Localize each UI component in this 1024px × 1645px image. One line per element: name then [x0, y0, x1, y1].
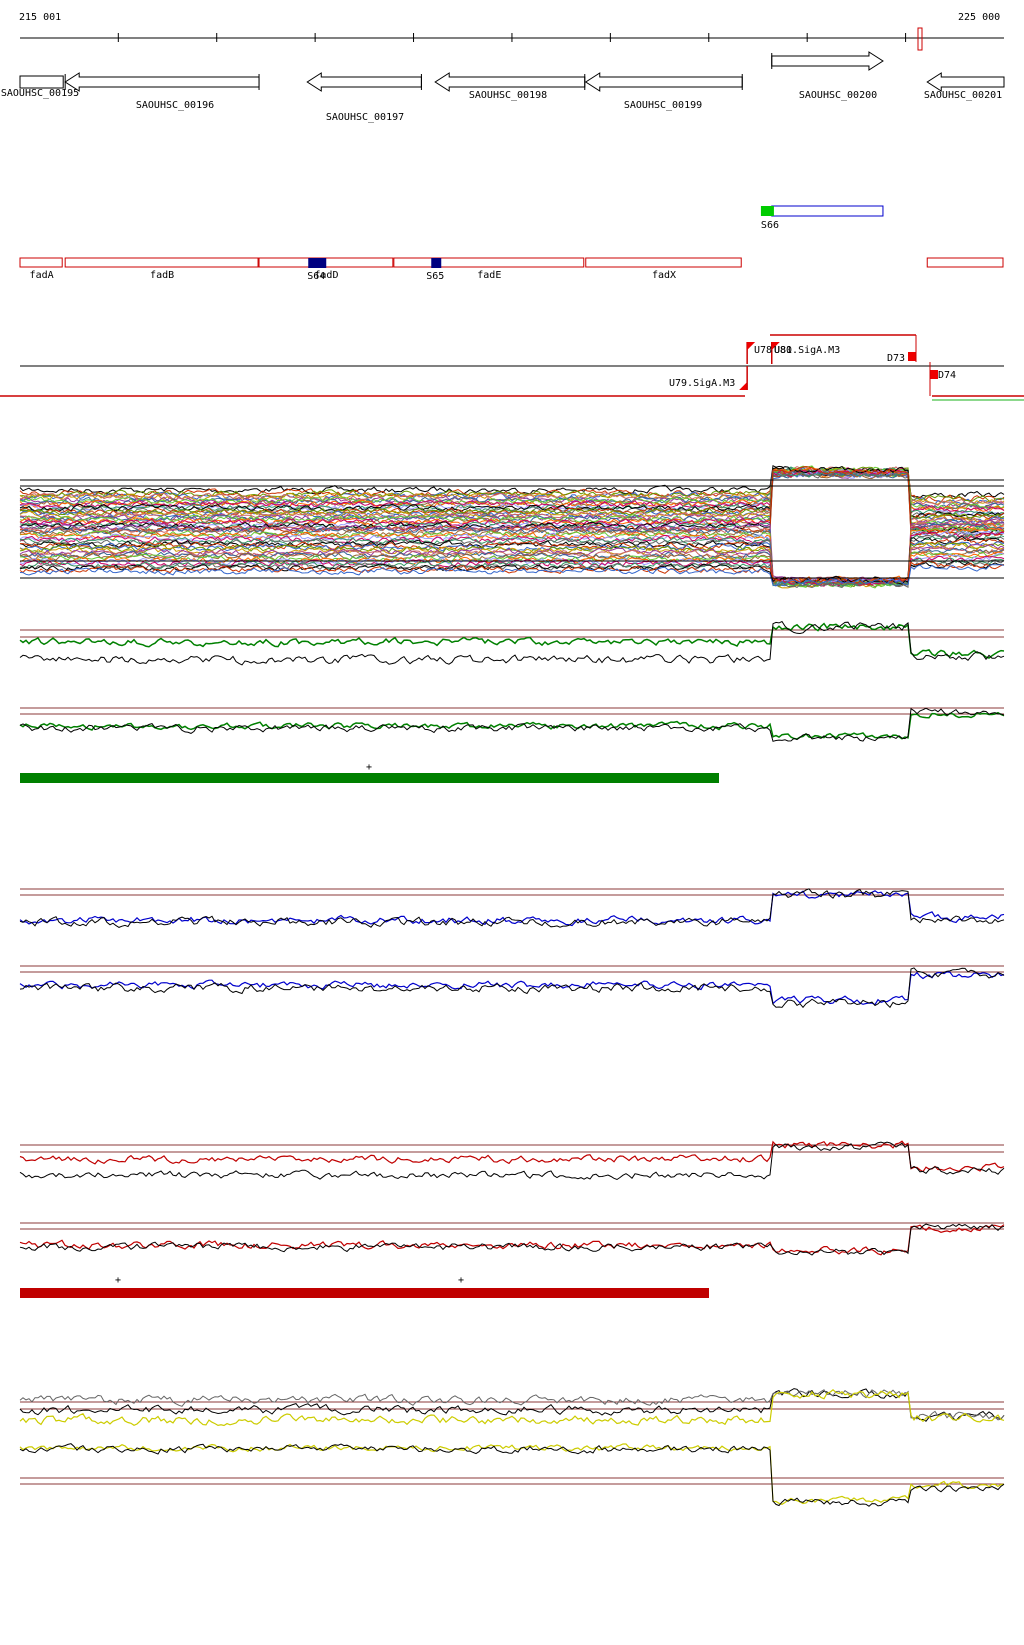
- yellow-trace: [19, 1443, 1005, 1505]
- blue-control-trace: [19, 967, 1005, 1009]
- operon-box[interactable]: [64, 257, 259, 268]
- red-trace: [19, 1140, 1005, 1173]
- gene-arrow[interactable]: [434, 72, 586, 92]
- promoter-u80-flag[interactable]: [771, 342, 780, 350]
- gene-label: SAOUHSC_00197: [326, 112, 404, 123]
- segment-label: S64: [307, 271, 325, 282]
- cluster-trace: [19, 466, 1005, 535]
- operon-box[interactable]: [926, 257, 1004, 268]
- yellow-control-trace: [19, 1443, 1005, 1507]
- gene-arrow[interactable]: [926, 72, 1005, 92]
- green-trace: [19, 711, 1005, 740]
- operon-label: fadE: [477, 270, 501, 281]
- red-trace: [19, 1224, 1005, 1256]
- segment-label: S66: [761, 220, 779, 231]
- red-plus-marker: +: [458, 1275, 464, 1286]
- ruler-end-label: 225 000: [958, 12, 1001, 23]
- cluster-trace: [19, 549, 1005, 586]
- operon-label: fadA: [30, 270, 54, 281]
- operon-box[interactable]: [585, 257, 742, 268]
- promoter-label: D73: [887, 353, 905, 364]
- gene-arrow[interactable]: [584, 72, 743, 92]
- segment-block[interactable]: [308, 258, 327, 268]
- operon-box[interactable]: [19, 257, 63, 268]
- terminator-d73[interactable]: [908, 352, 916, 361]
- red-plus-marker: +: [115, 1275, 121, 1286]
- cluster-trace: [19, 535, 1005, 585]
- red-control-trace: [19, 1141, 1005, 1181]
- promoter-label: U80: [774, 345, 792, 356]
- green-control-trace: [19, 707, 1005, 742]
- green-plus-marker: +: [366, 762, 372, 773]
- ruler-start-label: 215 001: [19, 12, 62, 23]
- blue-control-trace: [19, 888, 1005, 928]
- gene-label: SAOUHSC_00201: [924, 90, 1002, 101]
- promoter-label: U79.SigA.M3: [669, 378, 735, 389]
- promoter-label: U81.SigA.M3: [774, 345, 840, 356]
- promoter-u78-flag[interactable]: [747, 342, 756, 350]
- gene-arrow[interactable]: [19, 75, 64, 89]
- yellow-control-trace: [19, 1389, 1005, 1421]
- green-coverage-bar[interactable]: [20, 773, 719, 783]
- operon-label: fadX: [652, 270, 676, 281]
- cluster-trace: [19, 471, 1004, 528]
- terminator-d74[interactable]: [930, 370, 938, 379]
- gene-label: SAOUHSC_00199: [624, 100, 702, 111]
- operon-label: fadB: [150, 270, 174, 281]
- segment-block[interactable]: [431, 258, 442, 268]
- gene-label: SAOUHSC_00200: [799, 90, 877, 101]
- cluster-trace: [19, 560, 1005, 586]
- cluster-trace: [19, 564, 1005, 587]
- cluster-trace: [19, 465, 1005, 527]
- promoter-label: D74: [938, 370, 956, 381]
- cluster-trace: [19, 551, 1005, 588]
- cluster-trace: [19, 547, 1005, 586]
- cluster-trace: [19, 471, 1005, 510]
- promoter-u79-flag[interactable]: [739, 382, 748, 390]
- cluster-trace: [19, 557, 1005, 588]
- blue-trace: [19, 890, 1005, 927]
- blue-trace: [19, 971, 1005, 1006]
- s66-feature-box[interactable]: [771, 205, 884, 217]
- cluster-trace: [19, 559, 1005, 588]
- gene-label: SAOUHSC_00198: [469, 90, 547, 101]
- cluster-trace: [19, 527, 1005, 583]
- yellow-trace: [19, 1389, 1005, 1427]
- segment-block[interactable]: [760, 206, 774, 216]
- promoter-label: U78: [754, 345, 772, 356]
- segment-label: S65: [426, 271, 444, 282]
- red-control-trace: [19, 1223, 1005, 1256]
- operon-label: fadD: [314, 270, 338, 281]
- red-coverage-bar[interactable]: [20, 1288, 709, 1298]
- yellow-control-trace: [19, 1388, 1005, 1422]
- gene-arrow[interactable]: [771, 51, 884, 71]
- green-control-trace: [19, 620, 1005, 666]
- cluster-trace: [19, 469, 1005, 531]
- gene-arrow[interactable]: [64, 72, 260, 92]
- green-trace: [19, 622, 1005, 659]
- gene-arrow[interactable]: [306, 72, 422, 92]
- cluster-trace: [19, 470, 1005, 516]
- viewport-marker[interactable]: [917, 27, 923, 51]
- gene-label: SAOUHSC_00196: [136, 100, 214, 111]
- gene-label: SAOUHSC_00195: [1, 88, 79, 99]
- operon-box[interactable]: [393, 257, 585, 268]
